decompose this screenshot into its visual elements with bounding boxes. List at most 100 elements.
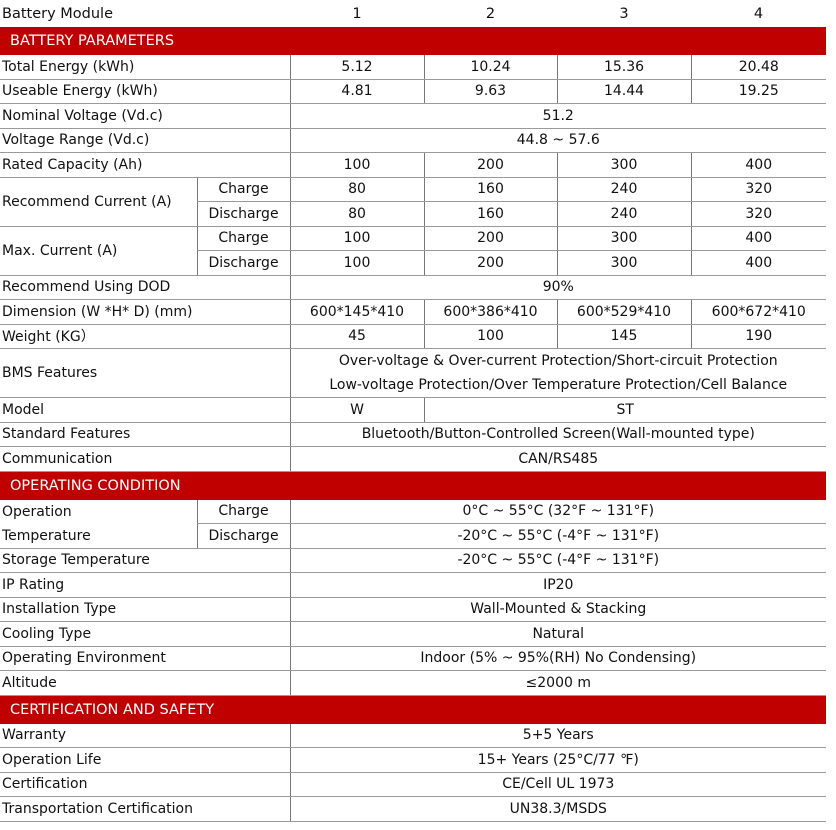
value-cell: Wall-Mounted & Stacking bbox=[289, 597, 827, 622]
value-cell: 600*386*410 bbox=[423, 299, 558, 325]
row-label: Communication bbox=[0, 446, 291, 472]
module-number: 1 bbox=[352, 5, 362, 22]
value-cell: 100 bbox=[289, 152, 425, 178]
row-certification: Certification CE/Cell UL 1973 bbox=[0, 772, 827, 797]
sub-label: Discharge bbox=[196, 250, 291, 276]
row-model: Model W ST bbox=[0, 397, 827, 423]
row-weight: Weight (KG） 45 100 145 190 bbox=[0, 324, 827, 349]
value-cell: UN38.3/MSDS bbox=[289, 796, 827, 822]
value-cell: 45 bbox=[289, 324, 425, 349]
row-dim: Dimension (W *H* D) (mm) 600*145*410 600*3… bbox=[0, 299, 827, 325]
row-nominal: Nominal Voltage (Vd.c) 51.2 bbox=[0, 103, 827, 129]
value-cell: 100 bbox=[289, 226, 425, 251]
value-cell: CE/Cell UL 1973 bbox=[289, 772, 827, 797]
value-cell: 400 bbox=[690, 226, 827, 251]
sub-label: Charge bbox=[196, 226, 291, 251]
row-transport: Transportation Certification UN38.3/MSDS bbox=[0, 796, 827, 822]
value-cell: 80 bbox=[289, 177, 425, 202]
value-cell: W bbox=[289, 397, 425, 423]
row-bms: BMS Features Over-voltage & Over-current … bbox=[0, 348, 827, 398]
row-label: Operation bbox=[2, 503, 72, 520]
value-cell: 320 bbox=[690, 201, 827, 227]
row-max-charge: Max. Current (A) Charge 100 200 300 400 bbox=[0, 226, 827, 276]
value-cell: 15+ Years (25°C/77 ℉) bbox=[289, 747, 827, 773]
value-cell: 44.8 ~ 57.6 bbox=[289, 128, 827, 153]
bms-line: Over-voltage & Over-current Protection/S… bbox=[338, 353, 778, 369]
row-cooling: Cooling Type Natural bbox=[0, 621, 827, 647]
module-number: 4 bbox=[753, 5, 764, 22]
row-label: Operating Environment bbox=[0, 646, 291, 671]
value-cell: Indoor (5% ~ 95%(RH) No Condensing) bbox=[289, 646, 827, 671]
bms-line: Low-voltage Protection/Over Temperature … bbox=[329, 377, 788, 393]
row-max-discharge: Discharge 100 200 300 400 bbox=[0, 250, 827, 276]
value-cell: 400 bbox=[690, 250, 827, 276]
module-number: 3 bbox=[619, 5, 629, 22]
row-label: Installation Type bbox=[0, 597, 291, 622]
sub-label: Discharge bbox=[196, 523, 291, 549]
header-row: Battery Module 1 2 3 4 bbox=[0, 0, 826, 27]
value-cell: Bluetooth/Button-Controlled Screen(Wall-… bbox=[289, 422, 827, 447]
row-total: Total Energy (kWh) 5.12 10.24 15.36 20.48 bbox=[0, 55, 827, 80]
row-storage: Storage Temperature -20°C ~ 55°C (-4°F ~ … bbox=[0, 548, 827, 573]
row-vrange: Voltage Range (Vd.c) 44.8 ~ 57.6 bbox=[0, 128, 827, 153]
section-header: CERTIFICATION AND SAFETY bbox=[0, 695, 827, 724]
value-cell: 51.2 bbox=[289, 103, 827, 129]
row-install: Installation Type Wall-Mounted & Stacking bbox=[0, 597, 827, 622]
value-cell: 5.12 bbox=[289, 55, 425, 80]
row-label: Operation Life bbox=[0, 747, 291, 773]
row-label: IP Rating bbox=[0, 572, 291, 598]
row-label: Standard Features bbox=[0, 422, 291, 447]
value-cell: 100 bbox=[289, 250, 425, 276]
value-cell: 300 bbox=[556, 152, 692, 178]
value-cell: 90% bbox=[289, 275, 827, 300]
value-cell: 145 bbox=[556, 324, 692, 349]
row-label: Storage Temperature bbox=[0, 548, 291, 573]
row-life: Operation Life 15+ Years (25°C/77 ℉) bbox=[0, 747, 827, 773]
sub-label: Charge bbox=[196, 177, 291, 202]
value-cell: Natural bbox=[289, 621, 827, 647]
row-label: Model bbox=[0, 397, 291, 423]
row-ip: IP Rating IP20 bbox=[0, 572, 827, 598]
row-label: Voltage Range (Vd.c) bbox=[0, 128, 291, 153]
row-label: Recommend Using DOD bbox=[0, 275, 291, 300]
row-warranty: Warranty 5+5 Years bbox=[0, 723, 827, 748]
sub-label: Discharge bbox=[196, 201, 291, 227]
row-label: BMS Features bbox=[0, 348, 291, 398]
value-cell: -20°C ~ 55°C (-4°F ~ 131°F) bbox=[289, 548, 827, 573]
value-cell: 80 bbox=[289, 201, 425, 227]
row-std: Standard Features Bluetooth/Button-Contro… bbox=[0, 422, 827, 447]
row-label: Dimension (W *H* D) (mm) bbox=[0, 299, 291, 325]
row-label: Rated Capacity (Ah) bbox=[0, 152, 291, 178]
value-cell: 14.44 bbox=[556, 79, 692, 104]
row-label: Useable Energy (kWh) bbox=[0, 79, 291, 104]
row-label: Warranty bbox=[0, 723, 291, 748]
value-cell: CAN/RS485 bbox=[289, 446, 827, 472]
section-title: OPERATING CONDITION bbox=[0, 471, 827, 500]
value-cell: 19.25 bbox=[690, 79, 827, 104]
row-comm: Communication CAN/RS485 bbox=[0, 446, 827, 472]
value-cell: Over-voltage & Over-current Protection/S… bbox=[289, 348, 827, 398]
value-cell: 0°C ~ 55°C (32°F ~ 131°F) bbox=[289, 499, 827, 524]
value-cell: IP20 bbox=[289, 572, 827, 598]
value-cell: 320 bbox=[690, 177, 827, 202]
value-cell: 5+5 Years bbox=[289, 723, 827, 748]
value-cell: 200 bbox=[423, 152, 558, 178]
section-title: BATTERY PARAMETERS bbox=[0, 27, 827, 55]
row-label: Nominal Voltage (Vd.c) bbox=[0, 103, 291, 129]
value-cell: 300 bbox=[556, 250, 692, 276]
value-cell: 400 bbox=[690, 152, 827, 178]
value-cell: 240 bbox=[556, 201, 692, 227]
row-rec-charge: Recommend Current (A) Charge 80 160 240 320 bbox=[0, 177, 827, 227]
row-op-charge: Operation Charge 0°C ~ 55°C (32°F ~ 131°F) bbox=[0, 499, 827, 524]
row-op-discharge: Temperature Discharge -20°C ~ 55°C (-4°F ~… bbox=[0, 523, 827, 549]
value-cell: ST bbox=[423, 397, 827, 423]
value-cell: 100 bbox=[423, 324, 558, 349]
row-label: Transportation Certification bbox=[0, 796, 291, 822]
value-cell: 300 bbox=[556, 226, 692, 251]
row-label: Max. Current (A) bbox=[0, 226, 197, 276]
module-number: 2 bbox=[485, 5, 496, 22]
row-label: Certification bbox=[0, 772, 291, 797]
row-rec-discharge: Discharge 80 160 240 320 bbox=[0, 201, 827, 227]
value-cell: 200 bbox=[423, 250, 558, 276]
value-cell: 600*145*410 bbox=[289, 299, 425, 325]
